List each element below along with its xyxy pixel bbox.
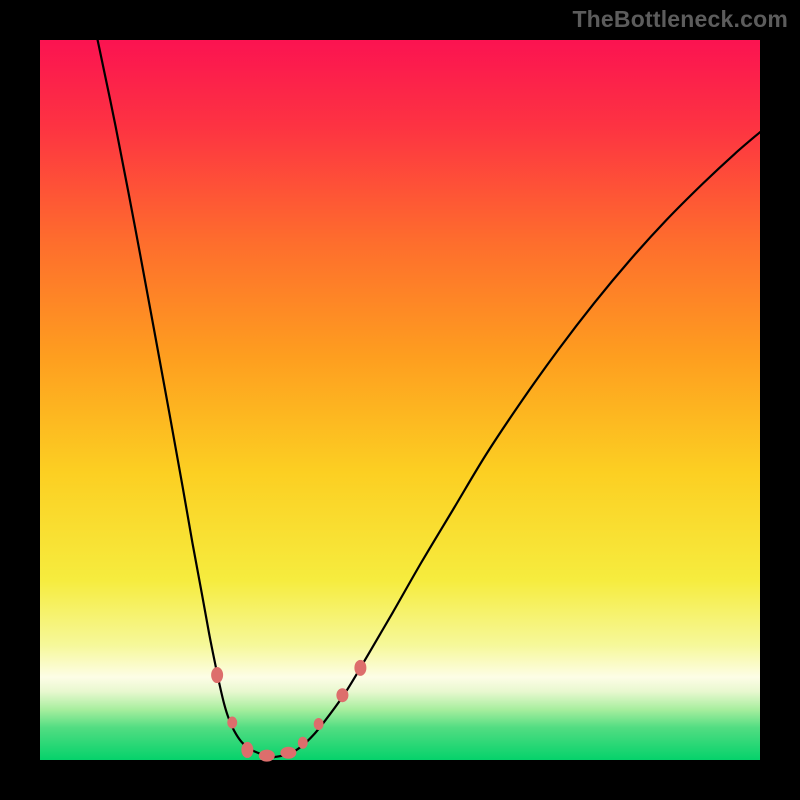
marker-point xyxy=(298,737,308,749)
stage: TheBottleneck.com xyxy=(0,0,800,800)
marker-point xyxy=(314,718,324,730)
marker-point xyxy=(227,717,237,729)
watermark-text: TheBottleneck.com xyxy=(572,6,788,33)
marker-point xyxy=(280,747,296,759)
marker-point xyxy=(241,742,253,758)
marker-point xyxy=(211,667,223,683)
marker-point xyxy=(259,750,275,762)
chart-svg xyxy=(0,0,800,800)
marker-point xyxy=(354,660,366,676)
gradient-background xyxy=(40,40,760,760)
marker-point xyxy=(336,688,348,702)
